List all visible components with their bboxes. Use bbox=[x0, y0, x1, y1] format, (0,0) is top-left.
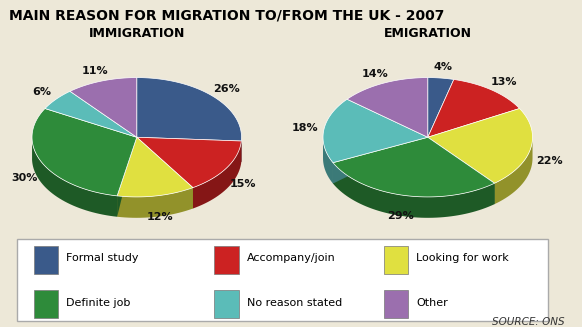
Polygon shape bbox=[117, 188, 193, 218]
Text: 13%: 13% bbox=[490, 77, 517, 87]
Text: No reason stated: No reason stated bbox=[247, 298, 342, 307]
FancyBboxPatch shape bbox=[384, 246, 409, 274]
Text: MAIN REASON FOR MIGRATION TO/FROM THE UK - 2007: MAIN REASON FOR MIGRATION TO/FROM THE UK… bbox=[9, 9, 444, 23]
Text: Looking for work: Looking for work bbox=[417, 253, 509, 263]
FancyBboxPatch shape bbox=[17, 239, 548, 321]
Text: 11%: 11% bbox=[81, 66, 108, 76]
FancyBboxPatch shape bbox=[214, 290, 239, 318]
Text: Definite job: Definite job bbox=[66, 298, 131, 307]
Text: 22%: 22% bbox=[536, 156, 563, 166]
FancyBboxPatch shape bbox=[384, 290, 409, 318]
Polygon shape bbox=[428, 77, 454, 137]
FancyBboxPatch shape bbox=[214, 246, 239, 274]
Polygon shape bbox=[117, 137, 137, 217]
Polygon shape bbox=[117, 137, 137, 217]
Text: IMMIGRATION: IMMIGRATION bbox=[88, 27, 185, 40]
Polygon shape bbox=[323, 99, 428, 163]
Text: Other: Other bbox=[417, 298, 448, 307]
Text: 14%: 14% bbox=[362, 69, 389, 78]
Polygon shape bbox=[428, 137, 495, 204]
Polygon shape bbox=[137, 137, 242, 188]
Text: 12%: 12% bbox=[147, 212, 173, 222]
Polygon shape bbox=[117, 137, 193, 197]
Polygon shape bbox=[347, 77, 428, 137]
Text: Formal study: Formal study bbox=[66, 253, 139, 263]
FancyBboxPatch shape bbox=[34, 246, 58, 274]
Polygon shape bbox=[333, 163, 495, 218]
Polygon shape bbox=[137, 137, 193, 209]
Polygon shape bbox=[333, 137, 428, 183]
Text: 26%: 26% bbox=[214, 84, 240, 94]
Polygon shape bbox=[428, 79, 520, 137]
Text: EMIGRATION: EMIGRATION bbox=[384, 27, 472, 40]
Polygon shape bbox=[333, 137, 428, 183]
Polygon shape bbox=[32, 139, 117, 217]
Text: 29%: 29% bbox=[388, 212, 414, 221]
Polygon shape bbox=[70, 77, 137, 137]
Polygon shape bbox=[428, 109, 533, 183]
Text: 18%: 18% bbox=[292, 123, 318, 133]
Text: 15%: 15% bbox=[230, 179, 257, 189]
Polygon shape bbox=[137, 137, 242, 162]
Polygon shape bbox=[323, 137, 333, 183]
Polygon shape bbox=[333, 137, 495, 197]
Text: Accompany/join: Accompany/join bbox=[247, 253, 336, 263]
Text: 6%: 6% bbox=[32, 87, 51, 97]
Text: SOURCE: ONS: SOURCE: ONS bbox=[492, 317, 565, 327]
Polygon shape bbox=[193, 141, 242, 209]
Polygon shape bbox=[137, 137, 242, 162]
FancyBboxPatch shape bbox=[34, 290, 58, 318]
Polygon shape bbox=[137, 137, 193, 209]
Polygon shape bbox=[495, 138, 533, 204]
Polygon shape bbox=[137, 77, 242, 141]
Polygon shape bbox=[428, 137, 495, 204]
Text: 4%: 4% bbox=[434, 62, 453, 72]
Polygon shape bbox=[32, 109, 137, 196]
Text: 30%: 30% bbox=[12, 173, 38, 183]
Polygon shape bbox=[45, 91, 137, 137]
